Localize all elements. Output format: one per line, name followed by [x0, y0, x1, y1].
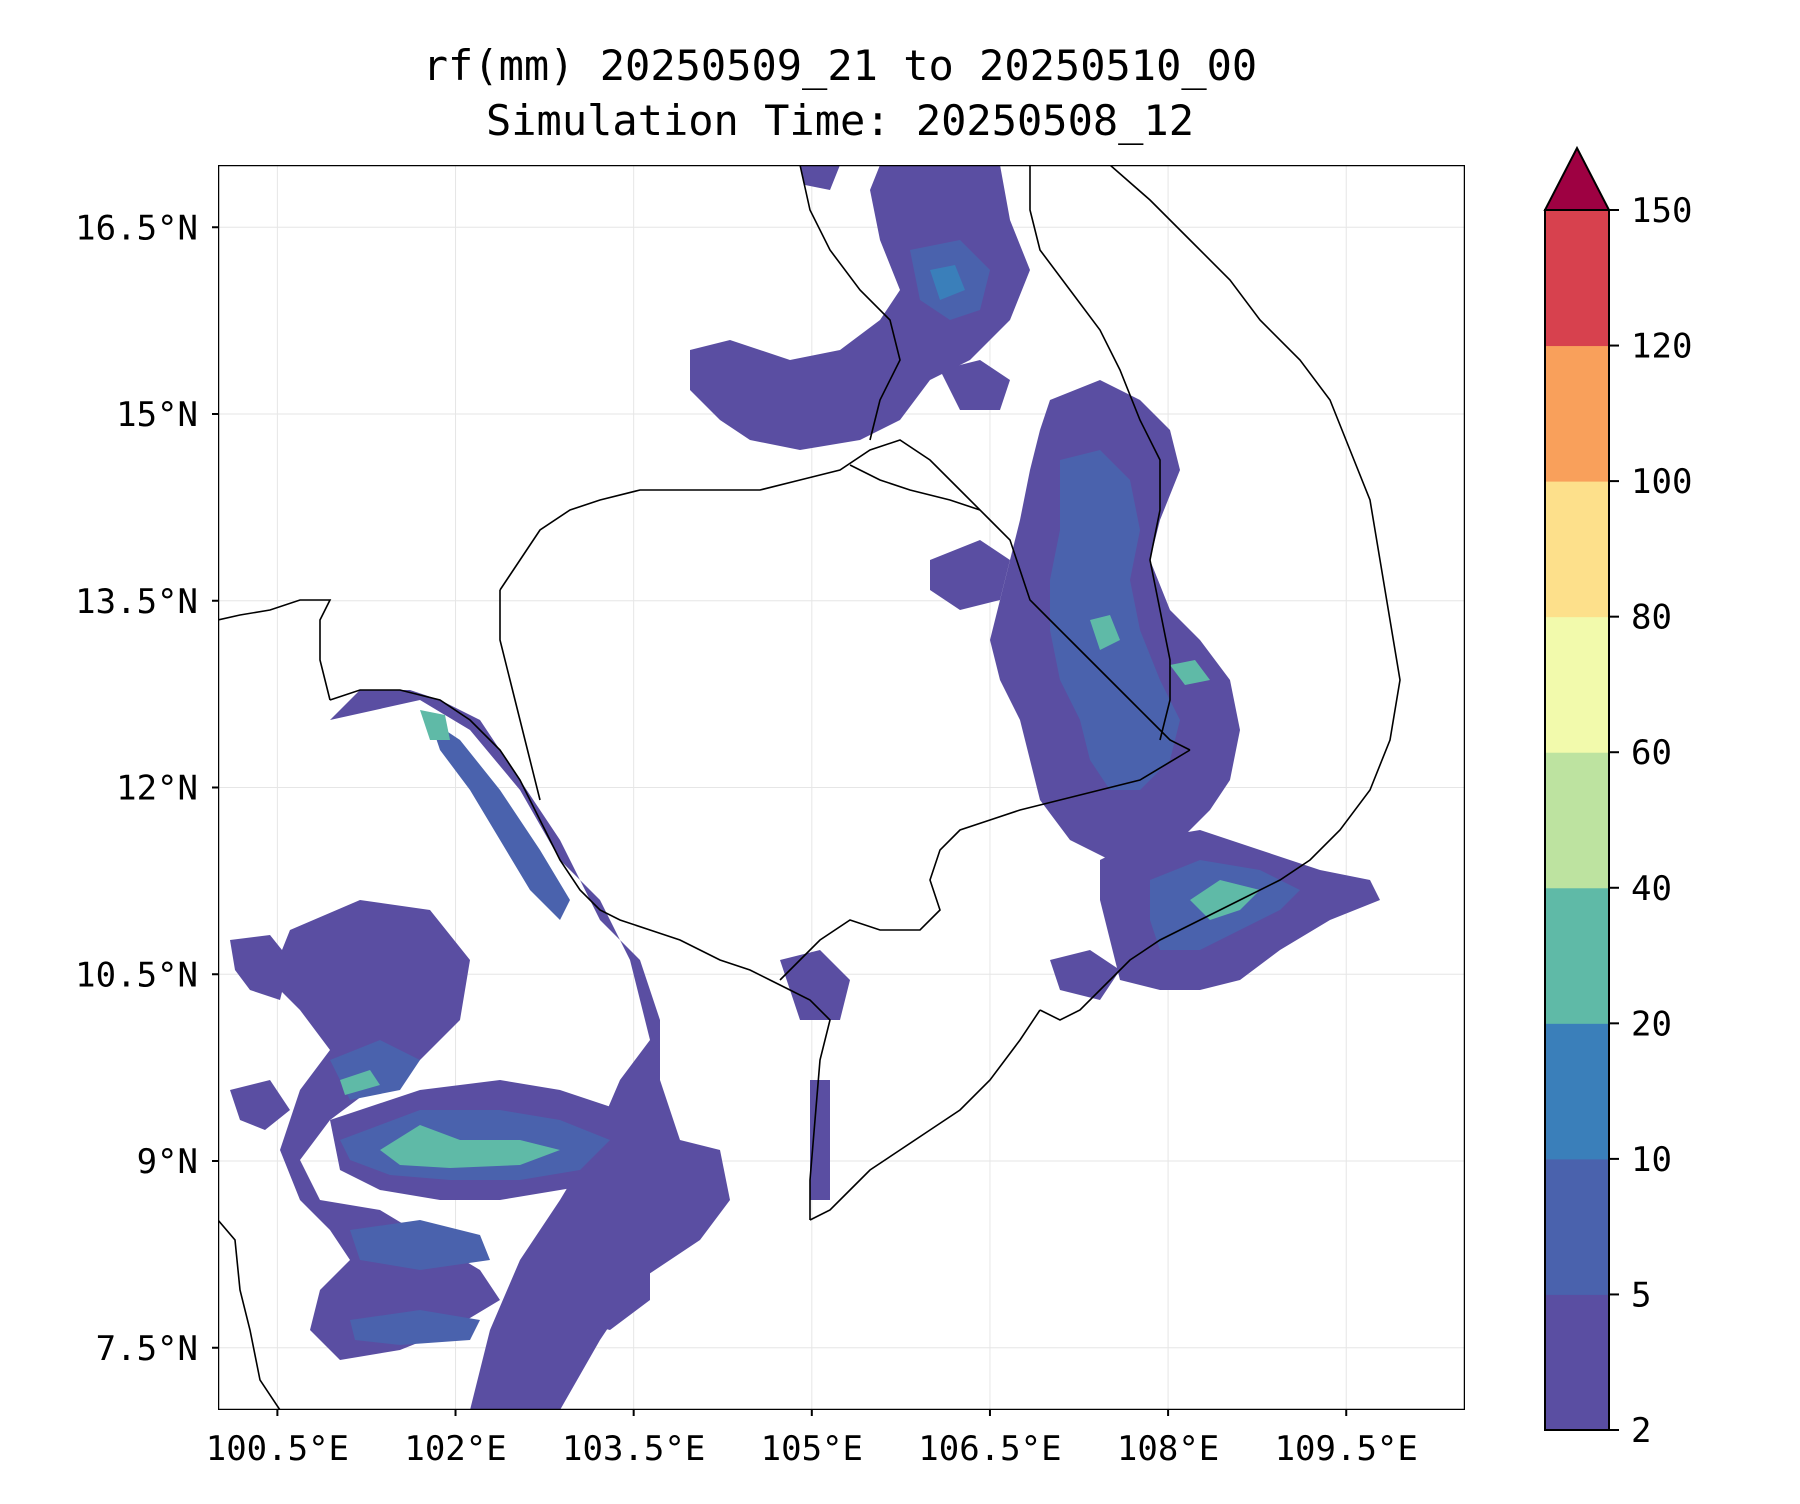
rain-area-north-laos — [690, 165, 1030, 450]
colorbar-label: 120 — [1631, 327, 1692, 367]
colorbar-extend-arrow — [1543, 145, 1611, 211]
lon-tick-label: 105°E — [761, 1429, 863, 1469]
colorbar-segment — [1545, 887, 1609, 1024]
rain-area-delta-cell — [780, 950, 850, 1020]
rainfall-fill — [230, 165, 1380, 1410]
colorbar-segment — [1545, 1294, 1609, 1431]
colorbar-label: 20 — [1631, 1004, 1672, 1044]
rain-area-north-laos-peak — [930, 265, 965, 300]
border-cambodia — [499, 439, 1191, 751]
colorbar-label: 40 — [1631, 869, 1672, 909]
coastline-peninsula — [218, 1219, 281, 1410]
colorbar-segment — [1545, 1023, 1609, 1160]
lat-tick-label: 13.5°N — [75, 582, 198, 622]
colorbar-segment — [1545, 752, 1609, 889]
lon-tick-label: 106.5°E — [918, 1429, 1061, 1469]
rain-area-gulf-coast-core — [430, 720, 570, 920]
rain-area-north-cell — [940, 360, 1010, 410]
rain-area-gulf-south-strip — [350, 1310, 480, 1345]
map-title-line1: rf(mm) 20250509_21 to 20250510_00 — [423, 41, 1257, 90]
lon-tick-label: 100.5°E — [206, 1429, 349, 1469]
rain-area-gulf-southeast — [560, 1230, 650, 1330]
coastline-vietnam-east — [1039, 165, 1401, 1021]
coastlines-borders — [218, 165, 1401, 1410]
colorbar-segment — [1545, 1158, 1609, 1295]
rain-area-gulf-coast-peak — [420, 710, 450, 740]
lon-tick-label: 108°E — [1117, 1429, 1219, 1469]
colorbar-label: 60 — [1631, 733, 1672, 773]
border-laos-vietnam — [1029, 165, 1171, 741]
rain-area-north-edge — [800, 165, 840, 190]
lat-tick-label: 16.5°N — [75, 208, 198, 248]
colorbar-segment — [1545, 210, 1609, 347]
rain-area-delta-strip — [810, 1080, 830, 1200]
colorbar-segment — [1545, 481, 1609, 618]
lat-tick-label: 10.5°N — [75, 955, 198, 995]
rain-area-gulf-southwest — [270, 900, 500, 1360]
lon-tick-label: 103.5°E — [562, 1429, 705, 1469]
coastline-mekong-delta — [809, 1009, 1041, 1221]
lat-tick-label: 7.5°N — [96, 1329, 198, 1369]
colorbar: 2 5 10 20 40 60 80 100 120 150 — [1543, 145, 1692, 1451]
coastline-gulf — [329, 689, 831, 1220]
map-title-line2: Simulation Time: 20250508_12 — [486, 96, 1194, 145]
border-laos-cambodia — [849, 464, 981, 511]
rain-area-gulf-west-peak — [340, 1070, 380, 1095]
colorbar-label: 80 — [1631, 598, 1672, 638]
colorbar-label: 2 — [1631, 1411, 1651, 1451]
rain-area-southwest-coast — [230, 1080, 290, 1130]
rain-area-gulf-band-peak — [380, 1125, 560, 1168]
rain-area-gulf-south-core — [350, 1220, 490, 1270]
border-cambodia-vietnam — [779, 749, 1191, 981]
lon-tick-label: 109.5°E — [1275, 1429, 1418, 1469]
colorbar-frame — [1544, 209, 1610, 1431]
rain-area-gulf-west — [330, 690, 730, 1410]
rain-area-west-cell — [230, 935, 290, 1000]
axis-ticks: 100.5°E 102°E 103.5°E 105°E 106.5°E 108°E 109.… — [75, 208, 1418, 1469]
lat-tick-label: 15°N — [116, 395, 198, 435]
colorbar-label: 10 — [1631, 1140, 1672, 1180]
map-area — [218, 165, 1465, 1410]
colorbar-label: 100 — [1631, 462, 1692, 502]
rain-area-central-east — [930, 540, 1010, 610]
rain-area-central-highlands-peak — [1090, 615, 1120, 650]
colorbar-label: 5 — [1631, 1275, 1651, 1315]
rain-area-central-highlands-core — [1050, 450, 1180, 790]
coastline-thailand-west — [218, 599, 332, 701]
border-laos-thailand — [799, 165, 901, 441]
colorbar-segment — [1545, 345, 1609, 482]
border-thailand-cambodia — [499, 590, 541, 801]
rain-area-south-coast-peak — [1190, 880, 1260, 920]
lat-tick-label: 9°N — [137, 1142, 198, 1182]
rain-area-highland-peak — [1170, 660, 1210, 685]
colorbar-label: 150 — [1631, 191, 1692, 231]
colorbar-segment — [1545, 616, 1609, 753]
lat-tick-label: 12°N — [116, 769, 198, 809]
lon-tick-label: 102°E — [404, 1429, 506, 1469]
